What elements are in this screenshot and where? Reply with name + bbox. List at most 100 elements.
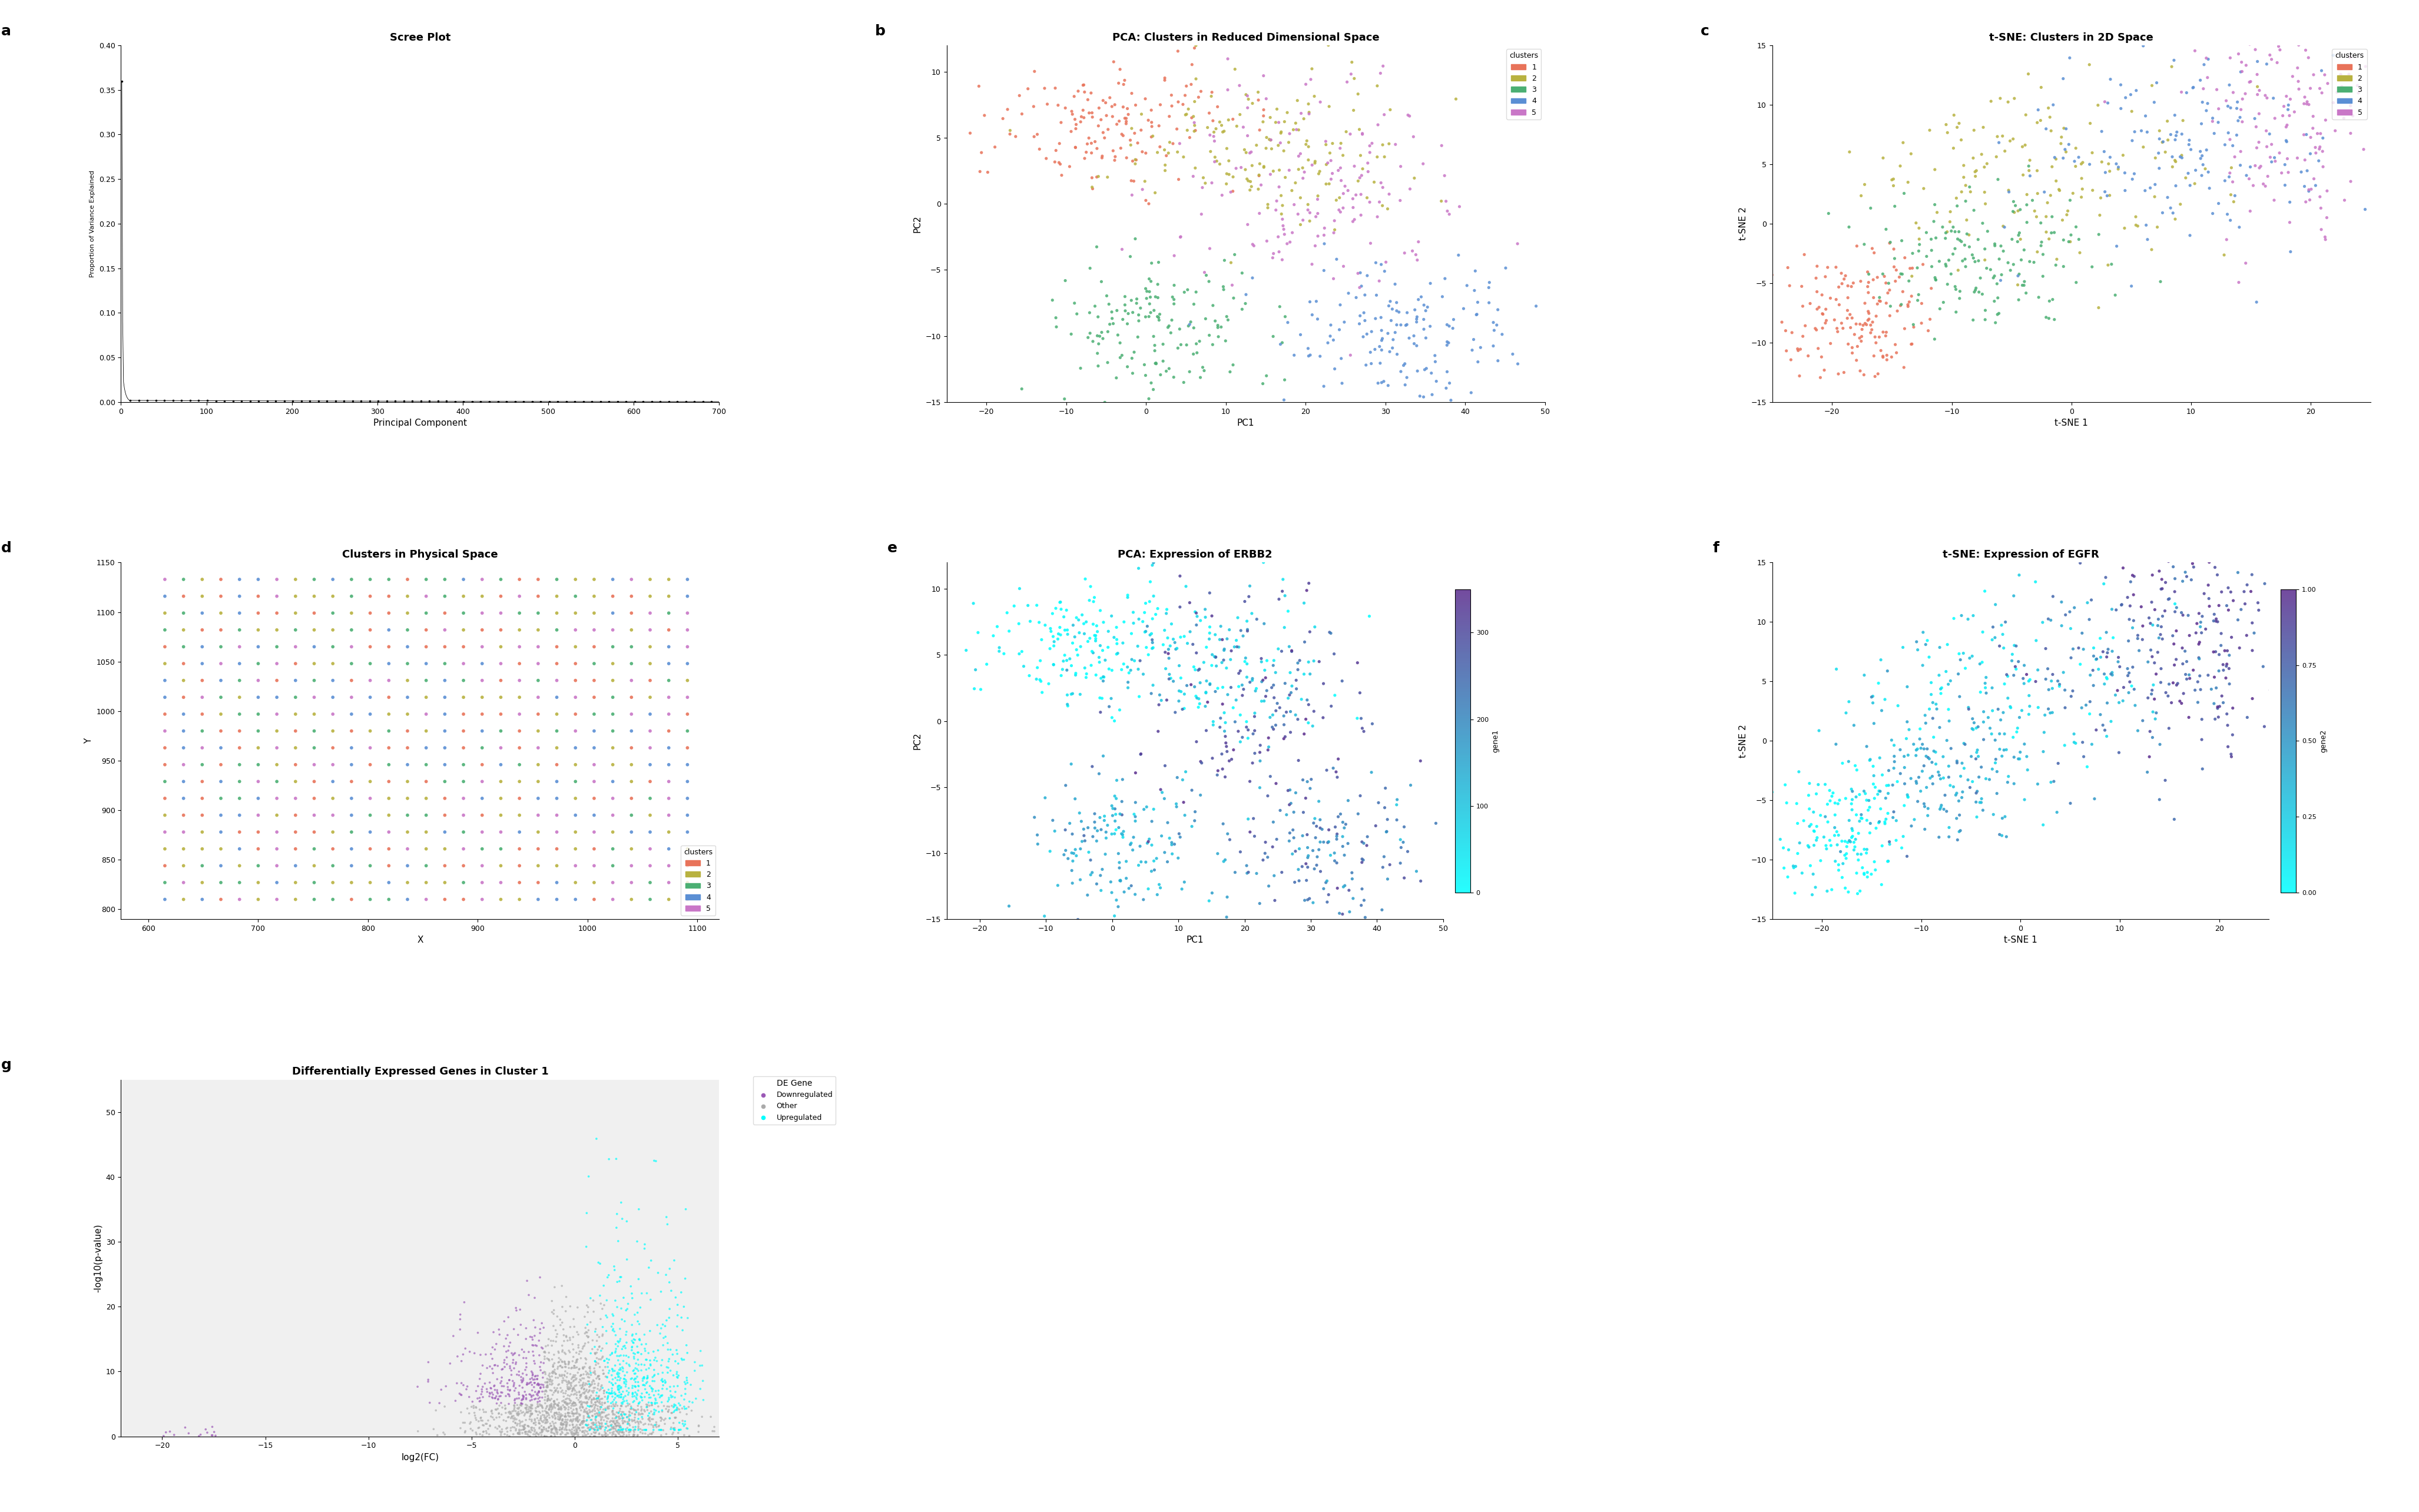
Point [583, 1400, 622, 1424]
Point [1120, 658, 1159, 682]
Point [547, 1370, 585, 1394]
Point [573, 1412, 612, 1436]
Point [643, 1383, 682, 1408]
Point [595, 1421, 634, 1445]
Point [1819, 833, 1858, 857]
Point [2163, 637, 2201, 661]
3 [1081, 324, 1120, 348]
Point [532, 1414, 571, 1438]
Point [554, 1415, 593, 1439]
Point [2112, 674, 2150, 699]
Point [576, 1361, 614, 1385]
Point [256, 836, 295, 860]
Point [314, 618, 353, 643]
Point [614, 1423, 653, 1447]
Point [1035, 596, 1074, 620]
1 [1072, 141, 1110, 165]
Point [2196, 609, 2235, 634]
Point [467, 1380, 506, 1405]
Point [547, 1412, 585, 1436]
4 [1401, 384, 1439, 408]
Point [1210, 748, 1248, 773]
Point [530, 1387, 568, 1411]
Point [1299, 789, 1338, 813]
Point [503, 1391, 542, 1415]
Point [532, 1418, 571, 1442]
Point [597, 1368, 636, 1393]
Point [2005, 788, 2044, 812]
4 [2267, 130, 2305, 154]
2 [2080, 186, 2119, 210]
Point [571, 1341, 610, 1365]
Point [576, 770, 614, 794]
4 [1340, 304, 1379, 328]
Point [2153, 555, 2192, 579]
2 [1962, 142, 2001, 166]
Point [556, 1406, 595, 1430]
Point [656, 1406, 694, 1430]
Point [1926, 783, 1964, 807]
Point [1193, 881, 1231, 906]
Point [1248, 735, 1287, 759]
1 [1072, 166, 1110, 191]
Point [2196, 547, 2235, 572]
Point [537, 718, 576, 742]
Point [559, 1380, 597, 1405]
Point [1333, 886, 1372, 910]
3 [1991, 259, 2030, 283]
Point [184, 668, 223, 692]
5 [2332, 121, 2371, 145]
Point [525, 1361, 564, 1385]
Point [595, 1382, 634, 1406]
Point [1418, 812, 1456, 836]
3 [2020, 286, 2059, 310]
Point [1246, 830, 1284, 854]
Point [387, 871, 426, 895]
Point [501, 871, 539, 895]
Point [1851, 747, 1889, 771]
Point [648, 1213, 687, 1237]
4 [1410, 271, 1449, 295]
2 [1253, 159, 1292, 183]
Point [462, 668, 501, 692]
Point [956, 677, 994, 702]
2 [1396, 166, 1434, 191]
Point [489, 1405, 527, 1429]
1 [1159, 89, 1197, 113]
4 [2213, 133, 2252, 157]
Point [276, 567, 314, 591]
Point [568, 1331, 607, 1355]
Point [2063, 744, 2102, 768]
Point [1166, 697, 1205, 721]
Point [595, 1353, 634, 1377]
Point [1108, 585, 1147, 609]
Point [610, 1418, 648, 1442]
Point [1115, 803, 1154, 827]
Point [1287, 578, 1326, 602]
4 [1456, 259, 1495, 283]
Point [2187, 535, 2225, 559]
Point [445, 753, 484, 777]
Point [602, 1418, 641, 1442]
Point [554, 1421, 593, 1445]
5 [1350, 133, 1389, 157]
4 [1529, 308, 1568, 333]
Point [481, 652, 520, 676]
Point [515, 1408, 554, 1432]
Point [619, 1411, 658, 1435]
3 [2022, 210, 2061, 234]
Point [1074, 824, 1113, 848]
Point [469, 1380, 508, 1405]
4 [1459, 302, 1497, 327]
1 [1067, 141, 1105, 165]
5 [2240, 79, 2279, 103]
Point [164, 753, 203, 777]
2 [1207, 162, 1246, 186]
Point [617, 1356, 656, 1380]
Point [581, 1411, 619, 1435]
Point [2155, 579, 2194, 603]
Point [1047, 683, 1086, 708]
Point [539, 1400, 578, 1424]
1 [1127, 141, 1166, 165]
Point [525, 1344, 564, 1368]
